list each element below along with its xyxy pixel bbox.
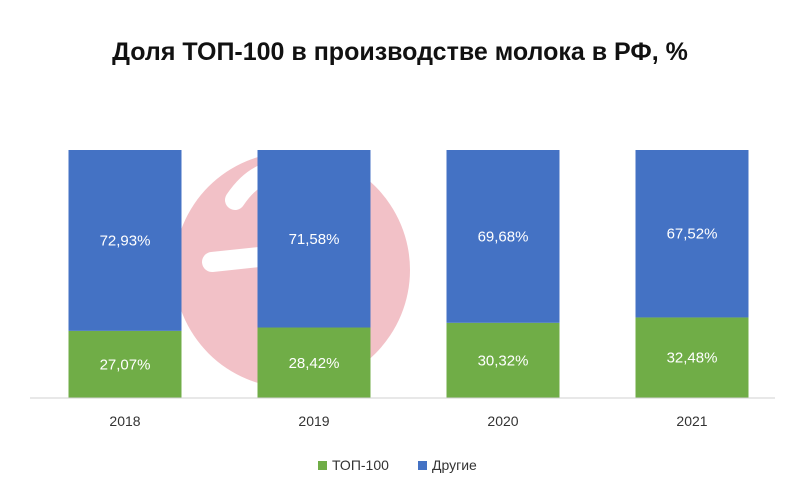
bar-other-2019	[257, 150, 371, 328]
legend-label-top100: ТОП-100	[332, 457, 389, 473]
x-tick-label-2021: 2021	[676, 413, 707, 429]
bar-other-2021	[635, 150, 749, 318]
bar-label-top100-2018: 27,07%	[100, 356, 151, 373]
x-tick-label-2018: 2018	[109, 413, 140, 429]
chart-title: Доля ТОП-100 в производстве молока в РФ,…	[112, 38, 688, 66]
bar-label-top100-2020: 30,32%	[478, 352, 529, 369]
bar-label-top100-2019: 28,42%	[289, 355, 340, 372]
bars-layer: 27,07% 72,93% 28,42% 71,58% 30,32% 69,68% 32,4…	[68, 150, 749, 398]
bar-top100-2018	[68, 330, 182, 398]
bar-label-other-2020: 69,68%	[478, 228, 529, 245]
bar-top100-2019	[257, 327, 371, 398]
bar-top100-2020	[446, 322, 560, 398]
x-tick-label-2020: 2020	[487, 413, 518, 429]
legend-swatch-top100	[318, 461, 327, 470]
legend-label-other: Другие	[432, 457, 477, 473]
bar-label-top100-2021: 32,48%	[667, 350, 718, 367]
bar-label-other-2019: 71,58%	[289, 231, 340, 248]
bar-label-other-2018: 72,93%	[100, 232, 151, 249]
x-axis-ticks: 2018 2019 2020 2021	[109, 413, 707, 429]
legend-swatch-other	[418, 461, 427, 470]
x-tick-label-2019: 2019	[298, 413, 329, 429]
bar-other-2020	[446, 150, 560, 323]
legend: ТОП-100 Другие	[318, 457, 477, 473]
bar-top100-2021	[635, 317, 749, 398]
bar-label-other-2021: 67,52%	[667, 226, 718, 243]
bar-other-2018	[68, 150, 182, 331]
